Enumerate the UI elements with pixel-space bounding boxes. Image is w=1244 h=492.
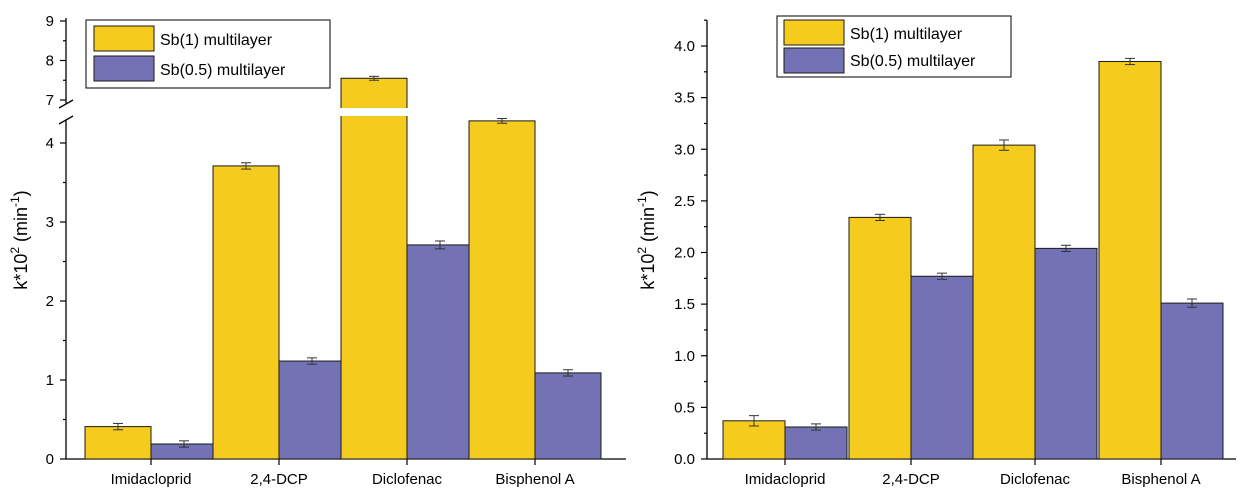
chart-left: 0 1 2 3 4 7 8 9 Imidacloprid 2,4-DCP Diclofenac Bi…	[8, 13, 626, 488]
y-axis-break-mark-bottom	[58, 115, 74, 125]
bar-sb-1-multilayer-diclofenac	[972, 144, 1036, 460]
x-tick-label-imidacloprid: Imidacloprid	[111, 471, 192, 488]
y-tick-label-4: 4	[46, 135, 54, 152]
bar-sb-0-5-multilayer-imidacloprid	[784, 426, 848, 460]
x-tick-label-bisphenol-a: Bisphenol A	[495, 471, 574, 488]
y-tick-label-1-5: 1.5	[674, 296, 695, 313]
legend-label-sb05: Sb(0.5) multilayer	[850, 53, 976, 70]
y-tick-label-2: 2	[46, 293, 54, 310]
legend-swatch-sb1	[93, 25, 155, 52]
y-tick-label-1: 1	[46, 372, 54, 389]
left-chart-tick-labels: 0 1 2 3 4 7 8 9	[46, 13, 54, 468]
bar-sb-1-multilayer-2-4-dcp	[848, 216, 912, 460]
y-tick-label-2-0: 2.0	[674, 245, 695, 262]
bar-sb-1-multilayer-imidacloprid	[722, 420, 786, 460]
legend-label-sb1: Sb(1) multilayer	[160, 32, 273, 49]
x-tick-label-2-4-dcp: 2,4-DCP	[882, 471, 940, 488]
left-chart-legend: Sb(1) multilayer Sb(0.5) multilayer	[85, 19, 331, 89]
bar-sb-1-multilayer-imidacloprid	[84, 426, 152, 460]
left-chart-bars	[84, 75, 602, 460]
bar-sb-1-multilayer-2-4-dcp	[212, 165, 280, 460]
y-tick-label-9: 9	[46, 13, 54, 30]
y-tick-label-0: 0	[46, 451, 54, 468]
y-tick-label-0-0: 0.0	[674, 451, 695, 468]
right-chart-tick-labels: 0.0 0.5 1.0 1.5 2.0 2.5 3.0 3.5 4.0	[674, 38, 695, 468]
bar-sb-1-multilayer-diclofenac-break-gap	[340, 108, 408, 116]
y-tick-label-3-5: 3.5	[674, 90, 695, 107]
bar-sb-1-multilayer-bisphenol-a	[468, 120, 536, 460]
bar-sb-0-5-multilayer-bisphenol-a	[1160, 302, 1224, 460]
bar-sb-1-multilayer-diclofenac	[340, 77, 408, 460]
legend-swatch-sb05	[783, 47, 845, 74]
legend-label-sb05: Sb(0.5) multilayer	[160, 62, 286, 79]
y-tick-label-7: 7	[46, 92, 54, 109]
bar-sb-0-5-multilayer-diclofenac	[1034, 247, 1098, 460]
bar-sb-0-5-multilayer-2-4-dcp	[278, 360, 346, 460]
y-tick-label-2-5: 2.5	[674, 193, 695, 210]
y-tick-label-3: 3	[46, 214, 54, 231]
y-tick-label-8: 8	[46, 53, 54, 70]
left-chart-y-axis-label: k*102 (min-1)	[8, 190, 31, 289]
x-tick-label-bisphenol-a: Bisphenol A	[1121, 471, 1200, 488]
x-tick-label-diclofenac: Diclofenac	[372, 471, 443, 488]
y-tick-label-1-0: 1.0	[674, 348, 695, 365]
x-tick-label-diclofenac: Diclofenac	[1000, 471, 1071, 488]
right-chart-bars	[722, 57, 1224, 460]
bar-sb-1-multilayer-bisphenol-a	[1098, 60, 1162, 460]
right-chart-y-axis-label: k*102 (min-1)	[635, 190, 658, 289]
chart-right: 0.0 0.5 1.0 1.5 2.0 2.5 3.0 3.5 4.0 Imidacloprid…	[635, 15, 1236, 488]
y-axis-break-mark-top	[58, 99, 74, 109]
y-tick-label-4-0: 4.0	[674, 38, 695, 55]
left-chart-category-labels: Imidacloprid 2,4-DCP Diclofenac Bisphenol A	[111, 471, 575, 488]
bar-sb-0-5-multilayer-2-4-dcp	[910, 275, 974, 460]
legend-swatch-sb1	[783, 19, 845, 46]
right-chart-legend: Sb(1) multilayer Sb(0.5) multilayer	[776, 15, 1012, 78]
legend-swatch-sb05	[93, 55, 155, 82]
legend-label-sb1: Sb(1) multilayer	[850, 26, 963, 43]
x-tick-label-2-4-dcp: 2,4-DCP	[250, 471, 308, 488]
bar-sb-0-5-multilayer-diclofenac	[406, 244, 474, 460]
y-tick-label-0-5: 0.5	[674, 399, 695, 416]
y-tick-label-3-0: 3.0	[674, 141, 695, 158]
x-tick-label-imidacloprid: Imidacloprid	[745, 471, 826, 488]
bar-sb-0-5-multilayer-bisphenol-a	[534, 372, 602, 460]
right-chart-category-labels: Imidacloprid 2,4-DCP Diclofenac Bisphenol A	[745, 471, 1201, 488]
